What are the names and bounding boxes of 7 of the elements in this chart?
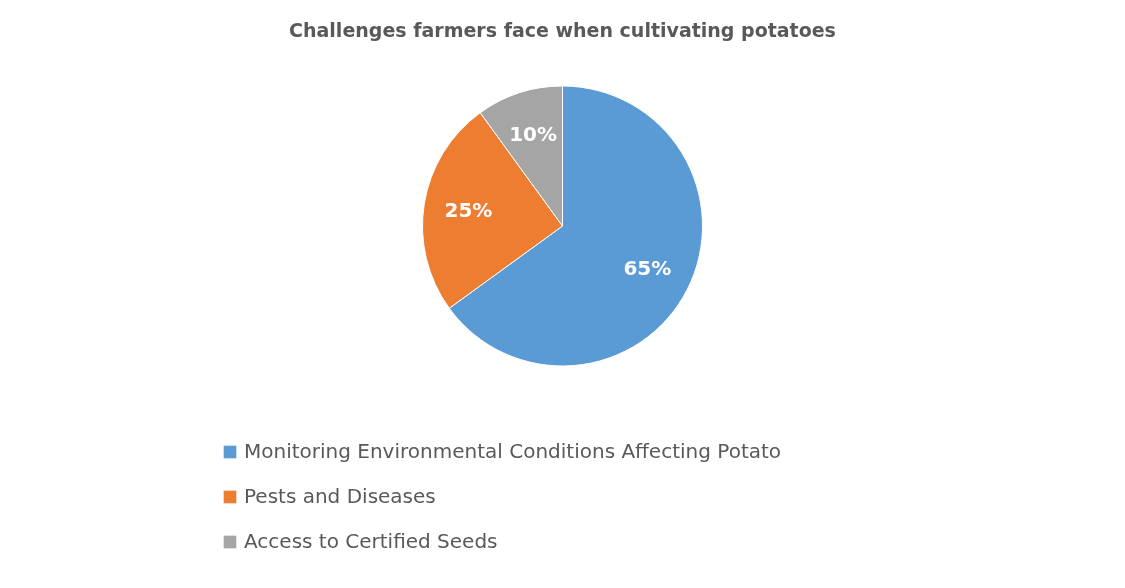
data-label: 10% [509,122,558,147]
data-label: 65% [623,256,672,281]
legend-label: Pests and Diseases [244,484,436,508]
chart-title: Challenges farmers face when cultivating potatoes [289,19,836,41]
legend-label: Monitoring Environmental Conditions Affecting Potato [244,439,782,463]
data-label: 25% [444,198,493,223]
legend-label: Access to Certified Seeds [244,529,498,553]
